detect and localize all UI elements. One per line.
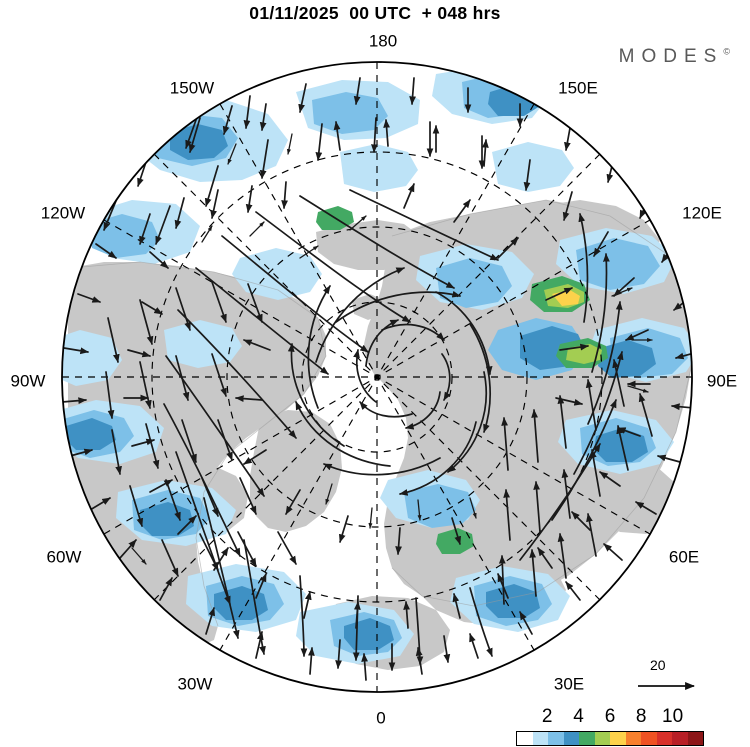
- colorbar-tick-2: 2: [541, 706, 553, 727]
- copyright-symbol: ©: [723, 46, 730, 57]
- colorbar-segment-3: [563, 732, 579, 745]
- colorbar-tick-4: 4: [573, 706, 584, 727]
- longitude-label-90e: 90E: [706, 371, 738, 391]
- longitude-label-60w: 60W: [46, 547, 82, 567]
- colorbar-segment-7: [625, 732, 641, 745]
- longitude-label-150e: 150E: [558, 78, 598, 98]
- colorbar-segment-10: [672, 732, 688, 745]
- globe-outline: [61, 61, 693, 693]
- map-content: [62, 62, 692, 692]
- page-title: 01/11/2025 00 UTC + 048 hrs: [249, 3, 501, 23]
- longitude-label-60e: 60E: [668, 547, 700, 567]
- wind-scale-key: 20: [636, 658, 728, 698]
- colorbar-segment-4: [579, 732, 595, 745]
- colorbar-segment-5: [594, 732, 610, 745]
- wind-reference-arrow: [638, 682, 695, 690]
- colorbar-segment-1: [532, 732, 548, 745]
- longitude-label-150w: 150W: [169, 78, 215, 98]
- colorbar-segment-11: [687, 732, 703, 745]
- brand-text: MODES: [618, 46, 724, 67]
- colorbar-tick-labels: 2 4 6 8 10: [516, 706, 704, 728]
- colorbar-segment-0: [517, 732, 533, 745]
- colorbar-tick-8: 8: [635, 706, 647, 727]
- colorbar-tick-6: 6: [604, 706, 616, 727]
- colorbar-segment-2: [548, 732, 564, 745]
- colorbar-segment-8: [641, 732, 657, 745]
- coastline-layer: [69, 199, 692, 627]
- colorbar-segment-9: [656, 732, 672, 745]
- longitude-label-90w: 90W: [10, 371, 46, 391]
- longitude-label-30e: 30E: [553, 674, 585, 694]
- colorbar: [516, 731, 704, 746]
- longitude-label-0: 0: [376, 708, 386, 728]
- graticule-layer: [62, 62, 692, 692]
- longitude-label-30w: 30W: [177, 674, 213, 694]
- colorbar-segment-6: [610, 732, 626, 745]
- wind-vector-minor-layer: [131, 133, 653, 565]
- longitude-label-120e: 120E: [682, 203, 722, 223]
- modes-brand-logo: MODES©: [619, 46, 730, 68]
- longitude-label-180: 180: [368, 31, 398, 51]
- wind-scale-value: 20: [650, 657, 666, 673]
- longitude-label-120w: 120W: [40, 203, 86, 223]
- colorbar-tick-10: 10: [662, 706, 684, 727]
